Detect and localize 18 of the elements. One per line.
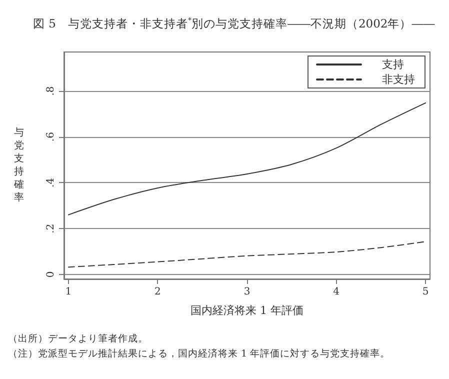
x-tick-label: 3: [244, 286, 250, 298]
line-series: [68, 241, 426, 268]
y-tick-label: .4: [46, 178, 56, 188]
legend-label: 非支持: [382, 73, 415, 86]
line-series: [68, 102, 426, 216]
text: （出所）データより筆者作成。: [8, 332, 148, 344]
x-tick-label: 4: [333, 286, 340, 298]
y-axis-title: 与党支持確率: [13, 126, 24, 204]
x-tick-label: 2: [154, 286, 161, 298]
y-tick-label: .6: [46, 132, 56, 142]
x-tick-label: 1: [65, 286, 72, 298]
legend-label: 支持: [382, 58, 404, 71]
text: （注）党派型モデル推計結果による，国内経済将来 1 年評価に対する与党支持確率。: [8, 348, 390, 360]
y-tick-label: 0: [46, 271, 56, 278]
y-tick-label: .2: [46, 224, 56, 234]
y-tick-label: .8: [46, 86, 56, 96]
x-axis-title: 国内経済将来 1 年評価: [190, 304, 304, 317]
x-tick-label: 5: [422, 286, 429, 298]
